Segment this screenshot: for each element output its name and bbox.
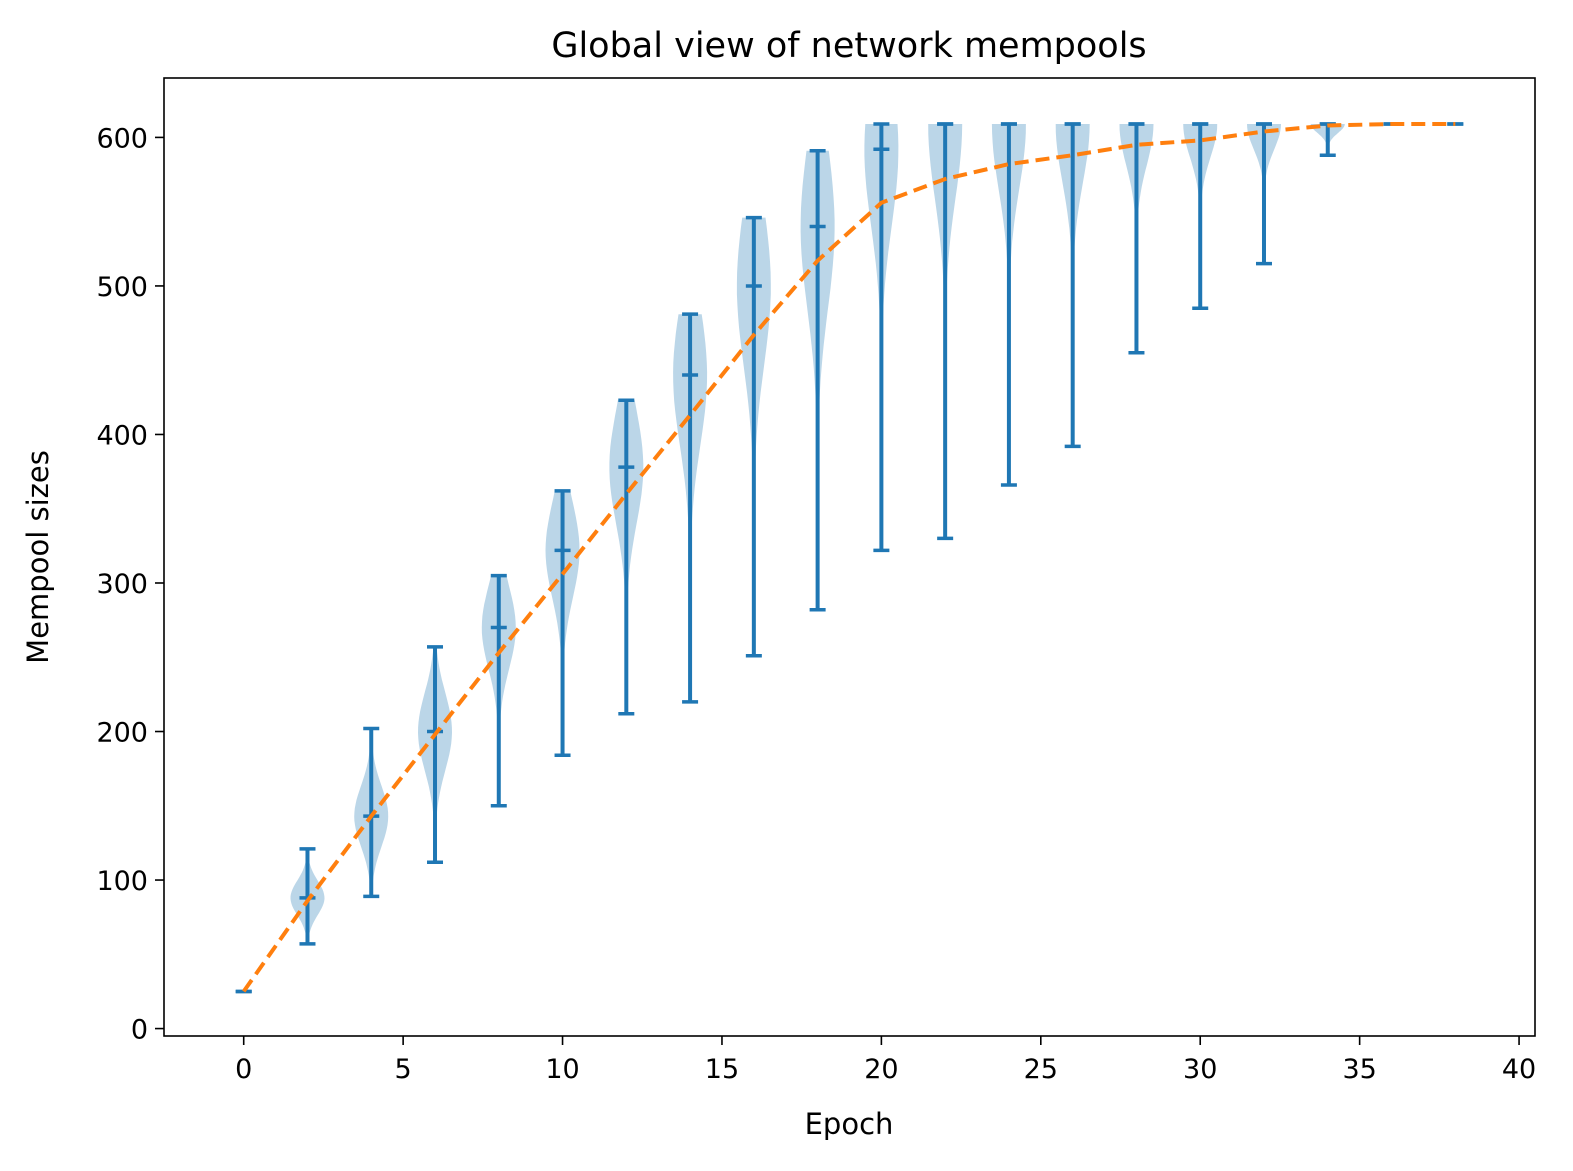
- y-tick-label: 600: [96, 123, 148, 154]
- y-tick-200: 200: [96, 718, 164, 749]
- x-tick-label: 5: [395, 1054, 412, 1085]
- x-tick-20: 20: [864, 1036, 899, 1085]
- x-tick-label: 15: [705, 1054, 739, 1085]
- y-tick-label: 500: [96, 272, 148, 303]
- x-tick-label: 25: [1024, 1054, 1058, 1085]
- violin-8: [481, 573, 516, 808]
- violin-26: [1055, 122, 1090, 449]
- violin-24: [991, 122, 1026, 487]
- y-tick-0: 0: [131, 1015, 164, 1046]
- y-tick-label: 200: [96, 718, 148, 749]
- x-axis-label: Epoch: [805, 1107, 894, 1141]
- violin-22: [928, 122, 963, 541]
- x-tick-40: 40: [1502, 1036, 1536, 1085]
- x-tick-10: 10: [545, 1036, 580, 1085]
- x-tick-15: 15: [705, 1036, 739, 1085]
- violin-20: [864, 122, 899, 553]
- mean-trend-line: [242, 122, 1456, 993]
- y-tick-500: 500: [96, 272, 164, 303]
- violin-28: [1119, 122, 1154, 355]
- y-tick-600: 600: [96, 123, 164, 154]
- y-tick-400: 400: [96, 420, 164, 451]
- violin-18: [800, 149, 835, 612]
- mean-line-layer: [242, 122, 1456, 993]
- y-tick-label: 300: [96, 569, 148, 600]
- x-tick-label: 35: [1342, 1054, 1376, 1085]
- violin-16: [736, 215, 771, 658]
- x-tick-30: 30: [1183, 1036, 1217, 1085]
- x-tick-label: 0: [235, 1054, 252, 1085]
- x-tick-label: 30: [1183, 1054, 1217, 1085]
- violin-12: [609, 398, 644, 716]
- chart-title: Global view of network mempools: [551, 26, 1146, 66]
- x-tick-0: 0: [235, 1036, 252, 1085]
- violin-4: [354, 726, 389, 899]
- x-tick-label: 20: [864, 1054, 898, 1085]
- y-tick-label: 0: [131, 1015, 148, 1046]
- y-tick-label: 100: [96, 866, 148, 897]
- violin-34: [1310, 122, 1345, 157]
- violin-6: [418, 645, 452, 864]
- x-tick-35: 35: [1342, 1036, 1377, 1085]
- violin-2: [290, 847, 325, 946]
- violin-10: [545, 489, 580, 758]
- x-tick-label: 10: [545, 1054, 579, 1085]
- y-tick-100: 100: [96, 866, 164, 897]
- violin-14: [673, 312, 708, 704]
- y-axis-ticks: 0 100 200 300 400 500 600: [96, 123, 164, 1046]
- y-tick-label: 400: [96, 420, 148, 451]
- x-tick-5: 5: [395, 1036, 412, 1085]
- x-axis-ticks: 0 5 10 15 20 25 30 35 40: [235, 1036, 1536, 1085]
- violin-32: [1247, 122, 1281, 266]
- x-tick-25: 25: [1024, 1036, 1058, 1085]
- violin-30: [1183, 122, 1218, 310]
- y-tick-300: 300: [96, 569, 164, 600]
- x-tick-label: 40: [1502, 1054, 1536, 1085]
- violins: [235, 122, 1464, 994]
- plot-frame: [163, 77, 1536, 1037]
- y-axis-label: Mempool sizes: [21, 450, 55, 664]
